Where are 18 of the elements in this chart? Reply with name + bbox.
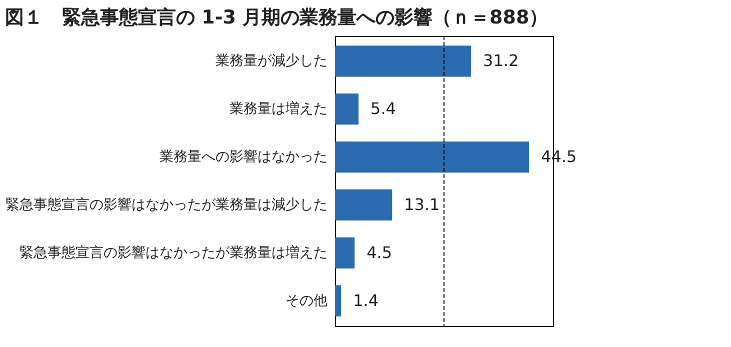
data-label: 31.2 <box>483 51 519 70</box>
y-tick-label: 業務量への影響はなかった <box>160 149 328 166</box>
bar <box>335 94 359 125</box>
y-tick-label: その他 <box>286 292 328 309</box>
bar <box>335 237 355 268</box>
bar <box>335 189 392 221</box>
data-label: 5.4 <box>370 99 396 118</box>
y-tick-label: 緊急事態宣言の影響はなかったが業務量は減少した <box>6 196 328 213</box>
y-tick-label: 業務量は増えた <box>230 100 328 118</box>
bar <box>335 285 342 316</box>
y-tick-label: 業務量が減少した <box>216 53 328 70</box>
data-label: 1.4 <box>353 290 379 310</box>
bar <box>335 46 472 77</box>
bar <box>335 141 530 173</box>
data-label: 4.5 <box>366 242 392 262</box>
data-label: 13.1 <box>404 194 440 214</box>
chart-title: 図１ 緊急事態宣言の 1-3 月期の業務量への影響（ｎ＝888） <box>5 6 548 28</box>
y-tick-label: 緊急事態宣言の影響はなかったが業務量は増えた <box>20 244 328 261</box>
